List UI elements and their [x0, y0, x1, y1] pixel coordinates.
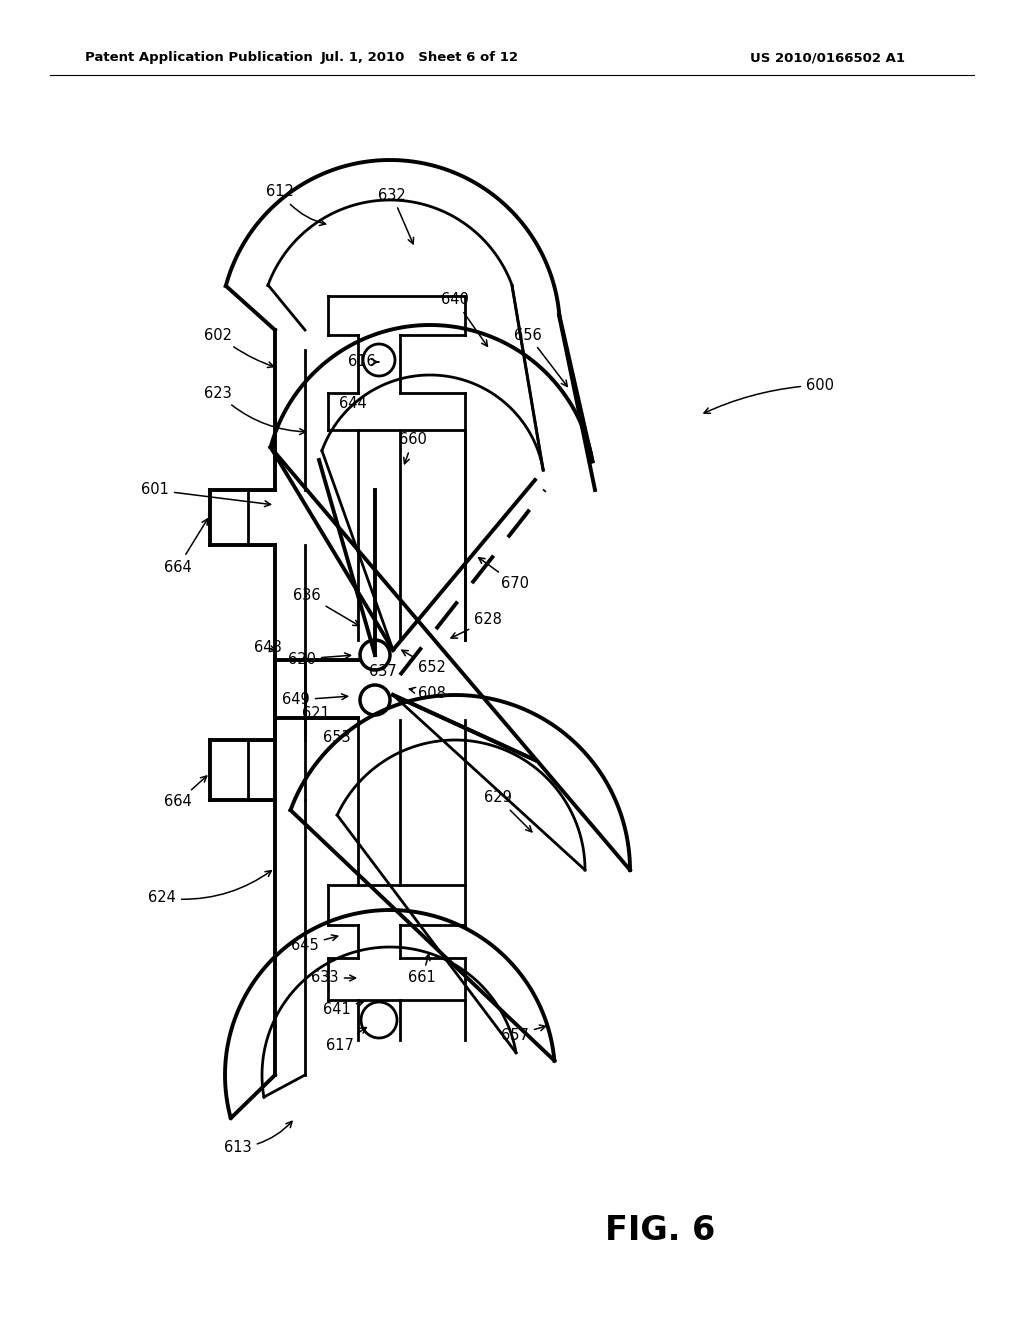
Text: 613: 613 [224, 1122, 292, 1155]
Text: 657: 657 [501, 1026, 546, 1043]
Text: FIG. 6: FIG. 6 [605, 1213, 715, 1246]
Text: 656: 656 [514, 327, 567, 387]
Circle shape [360, 685, 390, 715]
Circle shape [361, 1002, 397, 1038]
Text: 628: 628 [451, 612, 502, 638]
Text: 653: 653 [324, 730, 351, 744]
Text: 637: 637 [369, 664, 397, 680]
Text: 664: 664 [164, 776, 207, 809]
Text: 652: 652 [401, 651, 445, 676]
Text: 648: 648 [254, 640, 282, 656]
Text: Patent Application Publication: Patent Application Publication [85, 51, 312, 65]
Text: 624: 624 [148, 871, 271, 906]
Text: 664: 664 [164, 519, 208, 574]
Text: 601: 601 [141, 483, 270, 507]
Text: 640: 640 [441, 293, 487, 346]
Text: 644: 644 [339, 396, 367, 411]
Text: 649: 649 [283, 693, 347, 708]
Text: 660: 660 [399, 433, 427, 463]
Text: 600: 600 [705, 378, 834, 413]
Text: 661: 661 [409, 954, 436, 986]
Text: 620: 620 [288, 652, 350, 667]
Circle shape [360, 640, 390, 671]
Text: 636: 636 [293, 587, 359, 626]
Text: 616: 616 [348, 355, 379, 370]
Circle shape [362, 345, 395, 376]
Text: 621: 621 [302, 706, 330, 722]
Text: 617: 617 [326, 1027, 367, 1052]
Text: 608: 608 [410, 686, 445, 701]
Text: 602: 602 [204, 327, 273, 367]
Text: 632: 632 [378, 187, 414, 244]
Text: 670: 670 [478, 557, 529, 591]
Text: 633: 633 [311, 970, 355, 986]
Text: 641: 641 [324, 1001, 364, 1018]
Text: 612: 612 [266, 185, 326, 226]
Text: Jul. 1, 2010   Sheet 6 of 12: Jul. 1, 2010 Sheet 6 of 12 [321, 51, 519, 65]
Text: 629: 629 [484, 791, 531, 832]
Text: 623: 623 [204, 385, 305, 434]
Text: US 2010/0166502 A1: US 2010/0166502 A1 [750, 51, 905, 65]
Text: 645: 645 [291, 935, 338, 953]
